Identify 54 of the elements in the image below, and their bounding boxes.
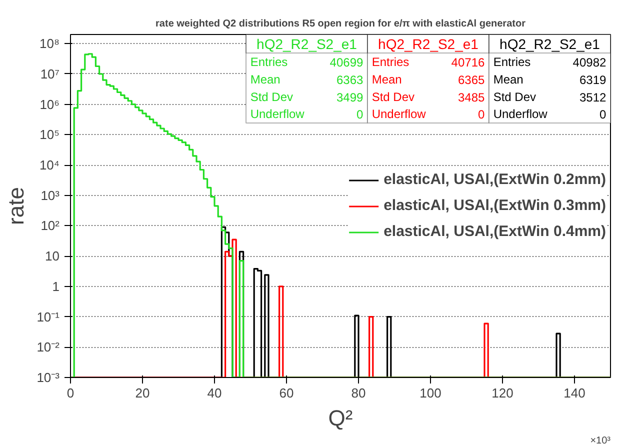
y-tick-label: 10⁻¹ — [36, 309, 60, 324]
annotation: 6363 — [336, 72, 364, 87]
annotation: Std Dev — [493, 90, 536, 104]
legend-label: elasticAl, USAl,(ExtWin 0.3mm) — [384, 197, 606, 214]
annotation: Mean — [493, 72, 524, 86]
annotation: 6365 — [458, 72, 486, 87]
annotation: Std Dev — [372, 90, 415, 104]
x-tick-label: 20 — [135, 386, 150, 400]
y-tick-label: 10 — [45, 248, 60, 264]
annotation: 40982 — [572, 55, 607, 70]
annotation: 3485 — [458, 90, 486, 104]
x-tick-label: 0 — [66, 386, 74, 400]
annotation: 40716 — [451, 55, 486, 70]
x-tick-label: 60 — [279, 386, 294, 400]
annotation: Underflow — [250, 107, 305, 122]
y-tick-label: 10⁵ — [40, 127, 60, 142]
annotation: hQ2_R2_S2_e1 — [378, 36, 479, 52]
annotation: Std Dev — [250, 90, 294, 104]
x-axis-title: Q² — [328, 406, 353, 430]
y-tick-label: 10⁴ — [39, 158, 60, 173]
text: ×10³ — [590, 436, 612, 446]
annotation: Entries — [493, 54, 531, 69]
annotation: Underflow — [372, 107, 426, 122]
chart-title: rate weighted Q2 distributions R5 open region for e/π with elasticAl generator — [156, 18, 526, 30]
legend-label: elasticAl, USAl,(ExtWin 0.4mm) — [384, 223, 606, 240]
x-tick-label: 140 — [564, 386, 586, 400]
annotation: 6319 — [579, 72, 607, 87]
legend-label: elasticAl, USAl,(ExtWin 0.2mm) — [384, 171, 606, 188]
y-tick-label: 10⁻² — [36, 340, 60, 355]
annotation: Entries — [250, 54, 288, 69]
annotation: Entries — [372, 54, 410, 69]
y-tick-label: 10² — [40, 218, 60, 234]
annotation: Mean — [372, 72, 402, 86]
annotation: hQ2_R2_S2_e1 — [500, 36, 600, 52]
annotation: 40699 — [330, 55, 364, 70]
x-tick-label: 100 — [420, 386, 442, 400]
annotation: 3499 — [336, 90, 364, 104]
annotation: hQ2_R2_S2_e1 — [256, 36, 358, 52]
annotation: 0 — [600, 108, 607, 122]
x-tick-label: 40 — [207, 386, 222, 400]
y-tick-label: 10³ — [40, 188, 60, 203]
x-tick-label: 120 — [492, 386, 514, 400]
annotation: 0 — [356, 108, 364, 122]
y-tick-label: 1 — [52, 278, 60, 294]
y-tick-label: 10⁻³ — [36, 370, 60, 385]
annotation: Mean — [250, 72, 280, 86]
annotation: Underflow — [493, 107, 548, 122]
y-tick-label: 10⁶ — [40, 96, 60, 112]
y-axis-title: rate — [4, 187, 29, 225]
x-tick-label: 80 — [351, 386, 366, 400]
y-tick-label: 10⁸ — [40, 36, 60, 52]
annotation: 3512 — [579, 90, 607, 104]
y-tick-label: 10⁷ — [40, 66, 60, 82]
annotation: 0 — [478, 108, 486, 122]
